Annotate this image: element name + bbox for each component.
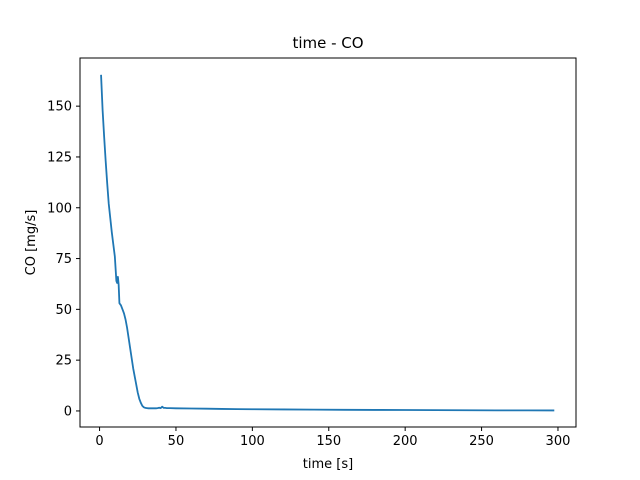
y-tick-label: 50 xyxy=(55,303,72,318)
x-tick-label: 150 xyxy=(316,434,341,449)
chart-title: time - CO xyxy=(292,34,363,52)
x-tick-label: 300 xyxy=(546,434,571,449)
x-tick-label: 200 xyxy=(393,434,418,449)
y-tick-label: 100 xyxy=(47,201,72,216)
series-line xyxy=(100,74,555,412)
x-tick-label: 0 xyxy=(95,434,103,449)
x-tick-label: 50 xyxy=(168,434,185,449)
y-tick-label: 125 xyxy=(47,150,72,165)
y-tick-label: 0 xyxy=(64,404,72,419)
x-axis-label: time [s] xyxy=(303,457,353,472)
x-tick-label: 250 xyxy=(469,434,494,449)
plot-area xyxy=(80,58,576,427)
y-axis-ticks: 0 25 50 75 100 125 150 xyxy=(47,100,80,419)
y-axis-label: CO [mg/s] xyxy=(24,210,39,276)
y-tick-label: 150 xyxy=(47,100,72,115)
series-layer xyxy=(100,74,555,412)
x-axis-ticks: 0 50 100 150 200 250 300 xyxy=(95,427,570,449)
x-tick-label: 100 xyxy=(240,434,265,449)
y-tick-label: 75 xyxy=(55,252,72,267)
plot-frame xyxy=(79,57,577,428)
y-tick-label: 25 xyxy=(55,354,72,369)
